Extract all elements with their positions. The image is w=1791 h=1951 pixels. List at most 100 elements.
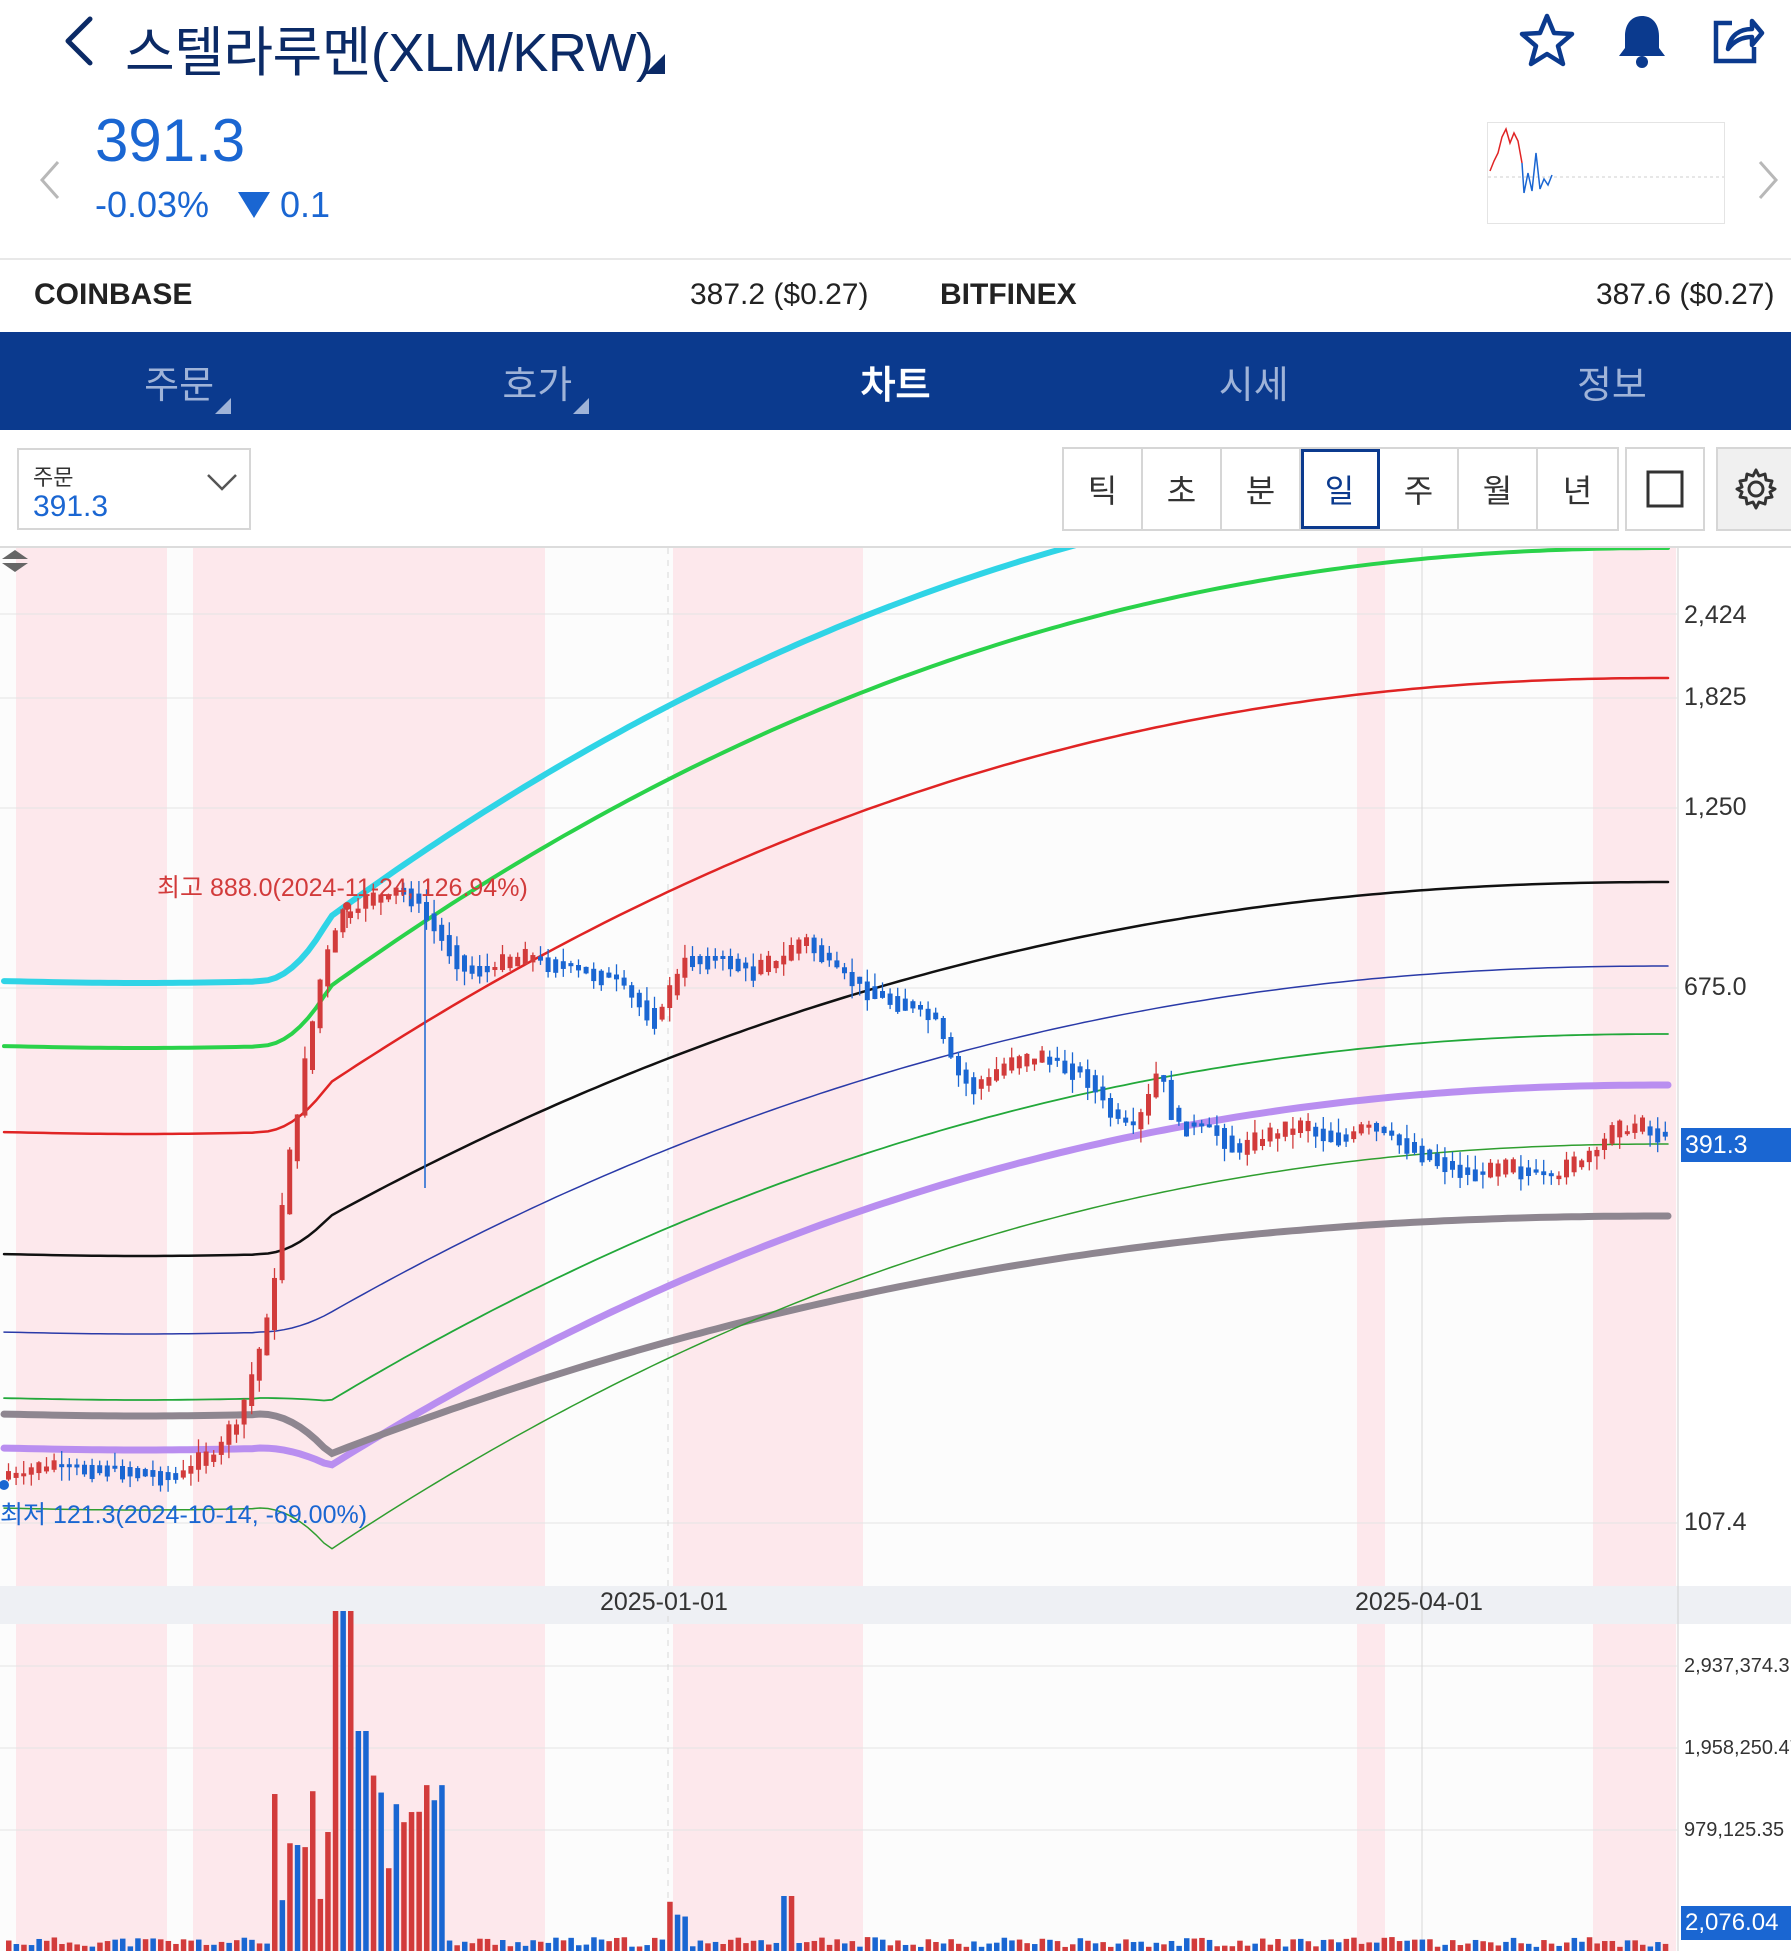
order-price-select[interactable]: 주문 391.3 (17, 448, 251, 530)
chart-toolbar: 주문 391.3 틱 초 분 일 주 월 년 (0, 430, 1791, 548)
tab-chart[interactable]: 차트 (860, 364, 931, 407)
candle-body (621, 977, 627, 986)
volume-bar (583, 1944, 590, 1951)
order-select-value: 391.3 (33, 490, 109, 523)
price-axis-tick: 107.4 (1684, 1508, 1747, 1536)
period-tick[interactable]: 틱 (1064, 449, 1143, 529)
candle-body (256, 1348, 262, 1381)
candle-body (1564, 1159, 1569, 1178)
volume-bar (1518, 1943, 1524, 1951)
candle-body (864, 981, 870, 1001)
volume-bar (1092, 1943, 1099, 1951)
volume-bar (1457, 1945, 1464, 1951)
volume-bar (104, 1941, 111, 1951)
candle-body (66, 1464, 72, 1468)
candle-body (773, 960, 779, 969)
share-button[interactable] (1705, 8, 1769, 72)
volume-bar (1366, 1942, 1372, 1951)
tab-quotes[interactable]: 시세 (1218, 364, 1289, 407)
volume-bar (1130, 1942, 1137, 1951)
volume-bar (598, 1939, 605, 1951)
period-minute[interactable]: 분 (1222, 449, 1301, 529)
candle-body (180, 1470, 186, 1478)
candle-body (1032, 1058, 1037, 1065)
period-day[interactable]: 일 (1301, 449, 1380, 529)
volume-bar (1313, 1946, 1319, 1951)
volume-bar (454, 1945, 460, 1951)
candle-body (743, 962, 749, 969)
volume-bar (910, 1944, 916, 1951)
period-month[interactable]: 월 (1459, 449, 1538, 529)
band-line-gray (0, 1212, 1672, 1458)
candle-body (1427, 1149, 1433, 1161)
volume-bar (705, 1943, 711, 1951)
volume-bar (1396, 1941, 1403, 1951)
tab-info[interactable]: 정보 (1576, 364, 1647, 407)
candle-body (788, 945, 794, 961)
price-chart[interactable]: 2,424 1,825 1,250 675.0 107.4 391.3 최고 8… (0, 548, 1791, 1951)
volume-bar (158, 1939, 164, 1951)
candle-body (1624, 1131, 1630, 1135)
candle-body (1541, 1171, 1547, 1176)
volume-bar (89, 1946, 96, 1951)
candle-body (1503, 1159, 1509, 1175)
volume-bar (1609, 1940, 1616, 1951)
volume-bar (1442, 1944, 1448, 1951)
candle-body (294, 1114, 300, 1162)
candle-body (629, 985, 635, 998)
volume-bar (712, 1941, 719, 1951)
candle-body (218, 1441, 224, 1455)
candle-body (1632, 1123, 1638, 1133)
volume-bar (811, 1940, 818, 1951)
chevron-right-icon (1758, 161, 1779, 199)
candle-body (902, 998, 908, 1011)
page-title[interactable]: 스텔라루멘(XLM/KRW) (125, 23, 654, 83)
candle-body (1351, 1131, 1357, 1140)
exchange-value: 387.2 ($0.27) (690, 278, 869, 311)
next-coin-button[interactable] (1748, 150, 1788, 210)
candle-body (1161, 1075, 1167, 1082)
candle-body (1138, 1112, 1144, 1130)
alert-button[interactable] (1610, 8, 1674, 72)
candle-body (1472, 1169, 1478, 1182)
sparkline-chart[interactable] (1487, 122, 1725, 224)
candle-body (120, 1466, 125, 1480)
volume-bar (310, 1791, 316, 1951)
band-line-red (2, 676, 1670, 1136)
candle-body (355, 908, 361, 913)
candle-body (1328, 1130, 1334, 1143)
favorite-button[interactable] (1515, 8, 1579, 72)
volume-bar (1222, 1945, 1228, 1951)
title-dropdown-caret[interactable] (645, 54, 665, 74)
settings-button[interactable] (1716, 447, 1791, 531)
layout-button[interactable] (1625, 447, 1705, 531)
prev-coin-button[interactable] (30, 150, 70, 210)
candle-body (750, 966, 756, 981)
candle-body (1024, 1053, 1030, 1067)
candle-body (1092, 1075, 1098, 1093)
candle-body (401, 887, 407, 895)
volume-bar (401, 1822, 407, 1951)
period-week[interactable]: 주 (1380, 449, 1459, 529)
scale-toggle-icon[interactable] (0, 548, 30, 574)
tab-order[interactable]: 주문 (0, 332, 358, 430)
candle-body (978, 1079, 984, 1089)
volume-bar (1168, 1940, 1175, 1951)
candle-body (348, 911, 353, 918)
volume-bar (834, 1939, 840, 1951)
chart-canvas[interactable] (0, 548, 1791, 1951)
volume-bar (895, 1940, 901, 1951)
back-button[interactable] (50, 6, 110, 76)
period-second[interactable]: 초 (1143, 449, 1222, 529)
period-year[interactable]: 년 (1562, 473, 1593, 509)
volume-bar (978, 1946, 985, 1951)
candle-body (325, 949, 331, 987)
price-axis-tick: 1,250 (1684, 793, 1747, 821)
volume-bar (1495, 1945, 1502, 1951)
candle-body (1495, 1163, 1501, 1177)
current-volume-tag: 2,076.04 (1681, 1906, 1791, 1940)
volume-bar (773, 1942, 780, 1951)
tab-orderbook[interactable]: 호가 (358, 332, 716, 430)
volume-bar (614, 1937, 620, 1951)
volume-bar (408, 1812, 415, 1951)
